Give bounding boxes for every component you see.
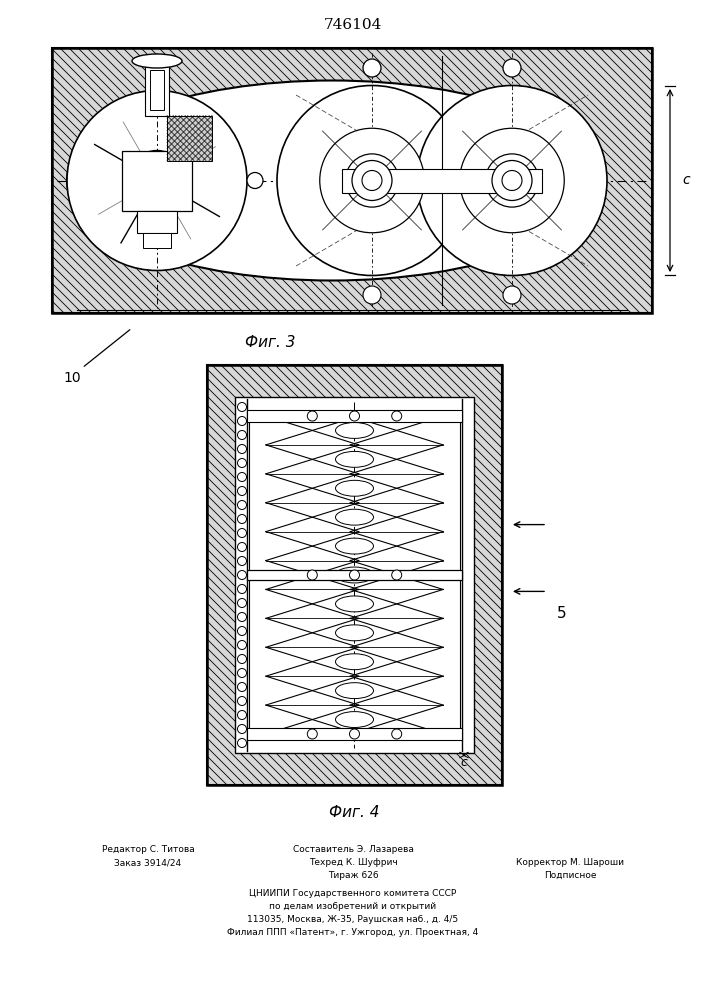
Circle shape [238,682,247,692]
Bar [52,48,652,313]
Text: 10: 10 [63,371,81,385]
Circle shape [238,528,247,538]
Bar [150,70,164,110]
Circle shape [352,160,392,200]
Circle shape [460,128,564,233]
Bar [249,411,460,739]
Text: по делам изобретений и открытий: по делам изобретений и открытий [269,902,436,911]
Circle shape [238,487,247,495]
Circle shape [363,59,381,77]
Text: c: c [460,756,467,770]
Bar [247,570,462,580]
Circle shape [308,729,317,739]
Text: 5: 5 [557,606,567,621]
Text: Заказ 3914/24: Заказ 3914/24 [115,858,182,867]
Circle shape [503,59,521,77]
Bar [143,232,171,247]
Circle shape [238,598,247,607]
Circle shape [392,729,402,739]
Text: Техред К. Шуфрич: Техред К. Шуфрич [309,858,397,867]
Bar [137,211,177,232]
Ellipse shape [336,625,373,641]
Text: Редактор С. Титова: Редактор С. Титова [102,845,194,854]
Circle shape [417,86,607,275]
Circle shape [238,514,247,524]
Circle shape [238,542,247,552]
Bar [247,410,462,422]
Circle shape [502,170,522,190]
Circle shape [238,402,247,412]
Circle shape [363,286,381,304]
Circle shape [238,710,247,720]
Circle shape [238,444,247,454]
Circle shape [238,473,247,482]
Circle shape [238,641,247,650]
Circle shape [320,128,424,233]
Ellipse shape [336,596,373,612]
Circle shape [238,458,247,468]
Circle shape [486,154,539,207]
Circle shape [308,570,317,580]
Bar [167,115,212,160]
Circle shape [67,91,247,270]
Circle shape [238,570,247,580]
Bar [247,728,462,740]
Ellipse shape [336,654,373,670]
Circle shape [238,430,247,440]
Circle shape [238,500,247,510]
Ellipse shape [336,451,373,467]
Text: ЦНИИПИ Государственного комитета СССР: ЦНИИПИ Государственного комитета СССР [250,889,457,898]
Circle shape [392,411,402,421]
Bar [52,48,652,313]
Circle shape [238,738,247,748]
Circle shape [247,172,263,188]
Circle shape [346,154,399,207]
Ellipse shape [336,712,373,727]
Ellipse shape [336,538,373,554]
Circle shape [238,724,247,734]
Text: 746104: 746104 [324,18,382,32]
Bar [207,365,502,785]
Bar [342,168,542,192]
Circle shape [277,86,467,275]
Text: Фиг. 4: Фиг. 4 [329,805,380,820]
Text: Тираж 626: Тираж 626 [327,871,378,880]
Text: Подписное: Подписное [544,871,596,880]
Circle shape [392,570,402,580]
Ellipse shape [132,54,182,68]
Circle shape [349,729,359,739]
Circle shape [238,654,247,664]
Circle shape [503,286,521,304]
Text: Фиг. 3: Фиг. 3 [245,335,296,350]
Circle shape [238,416,247,426]
Circle shape [238,668,247,678]
Text: 113035, Москва, Ж-35, Раушская наб., д. 4/5: 113035, Москва, Ж-35, Раушская наб., д. … [247,915,459,924]
Circle shape [238,612,247,621]
Text: c: c [682,174,689,188]
Circle shape [308,411,317,421]
Circle shape [492,160,532,200]
Ellipse shape [336,567,373,583]
Text: Филиал ППП «Патент», г. Ужгород, ул. Проектная, 4: Филиал ППП «Патент», г. Ужгород, ул. Про… [228,928,479,937]
Ellipse shape [67,81,597,280]
Ellipse shape [336,423,373,438]
Bar [235,397,474,753]
Circle shape [349,570,359,580]
Circle shape [238,696,247,706]
Text: Корректор М. Шароши: Корректор М. Шароши [516,858,624,867]
Circle shape [238,584,247,593]
Bar [207,365,502,785]
Circle shape [127,150,187,211]
Circle shape [238,626,247,636]
Circle shape [349,411,359,421]
Ellipse shape [336,509,373,525]
Bar [122,150,192,211]
Text: Составитель Э. Лазарева: Составитель Э. Лазарева [293,845,414,854]
Ellipse shape [336,480,373,496]
Circle shape [238,556,247,566]
Circle shape [362,170,382,190]
Bar [145,56,169,116]
Ellipse shape [336,683,373,699]
